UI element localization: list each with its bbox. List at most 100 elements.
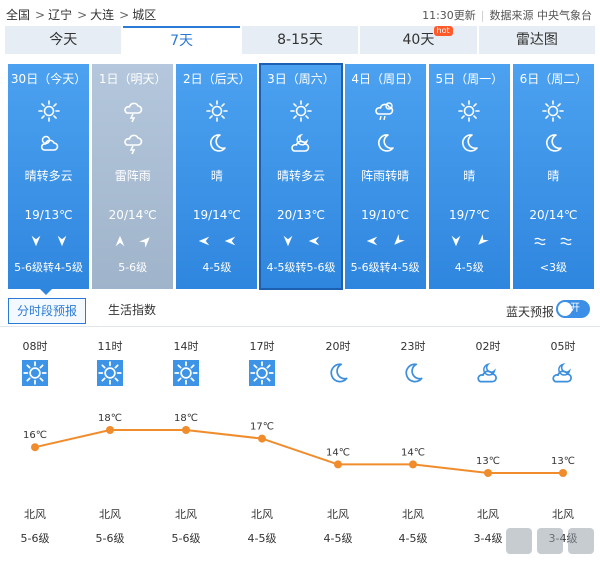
hour-wind-level: 4-5级 [398, 532, 428, 545]
data-source: 数据来源 中央气象台 [489, 9, 593, 22]
hour-label: 20时 [325, 340, 351, 353]
day-card[interactable]: 2日（后天） 晴 19/14℃ 4-5级 [176, 64, 258, 289]
hour-label: 02时 [475, 340, 501, 353]
hour-label: 11时 [97, 340, 123, 353]
hour-column: 14时 北风 5-6级 [161, 338, 211, 545]
wind-direction-icon [198, 236, 210, 246]
hour-wind-direction: 北风 [24, 508, 46, 521]
wind-direction-icon [138, 237, 150, 248]
hour-wind-level: 5-6级 [171, 532, 201, 545]
day-card[interactable]: 4日（周日） 阵雨转晴 19/10℃ 5-6级转4-5级 [344, 64, 426, 289]
temperature-point [559, 469, 567, 477]
temperature-label: 18℃ [98, 413, 122, 424]
day-weather-desc: 晴 [547, 169, 560, 183]
breadcrumb-separator: > [35, 8, 46, 22]
temperature-point [334, 460, 342, 469]
moon-icon [400, 360, 426, 386]
day-weather-desc: 阵雨转晴 [361, 169, 410, 183]
day-date: 2日（后天） [183, 72, 251, 86]
wind-direction-icon [224, 236, 236, 246]
wind-direction-icon [560, 237, 572, 246]
breadcrumb-item-city[interactable]: 大连 [90, 8, 115, 22]
day-wind-level: 4-5级转5-6级 [266, 261, 336, 274]
temperature-point [258, 434, 266, 443]
hour-column: 11时北风 5-6级 [85, 338, 135, 545]
day-card[interactable]: 5日（周一） 晴 19/7℃ 4-5级 [428, 64, 510, 289]
moon-icon [546, 134, 563, 152]
day-card[interactable]: 3日（周六） 晴转多云 20/13℃ 4-5级转5-6级 [259, 63, 343, 290]
hour-wind-direction: 北风 [552, 508, 574, 521]
shower-icon [375, 102, 394, 121]
blue-sky-toggle[interactable]: 开 [556, 300, 590, 318]
tab-7-days[interactable]: 7天 [123, 26, 240, 54]
hour-wind-level: 3-4级 [473, 532, 503, 545]
day-card[interactable]: 30日（今天） 晴转多云 19/13℃ 5-6级转4-5级 [8, 64, 90, 289]
hour-column: 05时北风3-4级 [538, 338, 588, 545]
sun-box-icon [249, 360, 275, 386]
temperature-label: 18℃ [174, 413, 198, 424]
day-temperature: 20/14℃ [108, 208, 157, 222]
temperature-point [31, 443, 39, 452]
sun-icon [206, 100, 228, 122]
partly-cloudy-night-icon [291, 133, 310, 152]
day-temperature: 19/13℃ [24, 208, 73, 222]
wind-direction-icon [115, 235, 125, 247]
sun-icon [542, 100, 565, 122]
day-wind-level: 5-6级转4-5级 [350, 261, 420, 274]
tab-40-days[interactable]: 40天 hot [360, 26, 477, 54]
tab-radar[interactable]: 雷达图 [478, 26, 596, 54]
hour-column: 02时 北风 3-4级 [463, 338, 513, 545]
temperature-label: 13℃ [551, 456, 575, 467]
day-temperature: 19/14℃ [192, 208, 241, 222]
top-bar: 全国 > 辽宁 > 大连 > 城区 11:30更新 | 数据来源 中央气象台 [0, 0, 600, 26]
temperature-point [409, 460, 417, 469]
wind-direction-icon [57, 235, 66, 247]
breadcrumb-separator: > [77, 8, 88, 22]
temperature-label: 14℃ [326, 447, 350, 458]
wind-direction-icon [366, 236, 378, 246]
tab-life-index[interactable]: 生活指数 [108, 303, 157, 317]
day-date: 4日（周日） [351, 72, 419, 86]
day-card[interactable]: 6日（周二） 晴 20/14℃ <3级 [512, 64, 594, 289]
day-weather-desc: 晴 [463, 169, 476, 183]
sun-icon [290, 100, 312, 122]
day-wind-level: 4-5级 [454, 261, 484, 274]
tab-hourly-forecast[interactable]: 分时段预报 [8, 298, 87, 324]
partly-cloudy-icon [40, 135, 58, 151]
tab-40-days-label: 40天 [402, 32, 435, 48]
thunder-icon [123, 134, 142, 155]
temperature-label: 17℃ [250, 422, 274, 433]
wind-direction-icon [534, 237, 546, 246]
day-wind-arrows [429, 234, 510, 250]
breadcrumb-item-country[interactable]: 全国 [6, 8, 31, 22]
day-card[interactable]: 1日（明天） 雷阵雨 20/14℃ 5-6级 [92, 64, 174, 289]
hour-label: 05时 [550, 340, 576, 353]
tab-8-15-days[interactable]: 8-15天 [241, 26, 359, 54]
thunder-icon [123, 102, 142, 123]
day-date: 5日（周一） [435, 72, 504, 86]
wind-direction-icon [478, 234, 490, 245]
wind-direction-icon [283, 235, 293, 247]
day-date: 6日（周二） [519, 72, 588, 86]
hour-wind-level: 4-5级 [323, 532, 353, 545]
hour-wind-level: 5-6级 [95, 532, 125, 545]
day-wind-arrows [176, 234, 257, 250]
day-weather-desc: 晴转多云 [24, 169, 73, 183]
moon-icon [209, 134, 226, 152]
breadcrumb-separator: > [119, 8, 130, 22]
temperature-point [484, 469, 492, 477]
hour-wind-direction: 北风 [175, 508, 197, 521]
moon-icon [378, 134, 394, 152]
update-time: 11:30更新 [422, 9, 476, 22]
hour-label: 23时 [400, 340, 426, 353]
moon-icon [325, 360, 351, 386]
sun-box-icon [97, 360, 123, 386]
hour-wind-direction: 北风 [99, 508, 121, 521]
forecast-tabs: 今天 7天 8-15天 40天 hot 雷达图 [5, 26, 596, 54]
breadcrumb: 全国 > 辽宁 > 大连 > 城区 [6, 6, 158, 23]
hour-label: 08时 [22, 340, 48, 353]
wind-direction-icon [451, 235, 461, 247]
breadcrumb-item-province[interactable]: 辽宁 [48, 8, 73, 22]
tab-today[interactable]: 今天 [5, 26, 122, 54]
wind-direction-icon [394, 234, 405, 245]
